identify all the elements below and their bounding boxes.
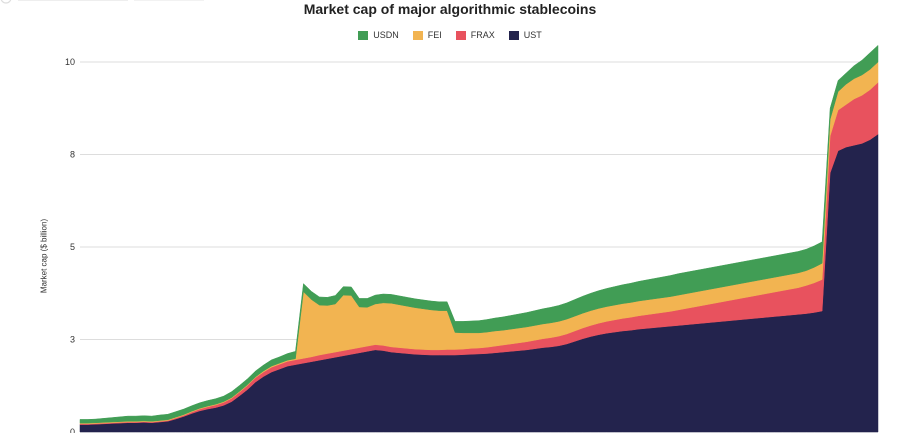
legend-swatch (358, 30, 369, 40)
y-tick-label: 10 (65, 57, 75, 67)
y-tick-label: 0 (70, 427, 75, 433)
area-series-usdn (79, 44, 879, 424)
legend: USDN FEI FRAX UST (0, 30, 900, 40)
legend-swatch (455, 30, 466, 40)
legend-item-usdn[interactable]: USDN (358, 30, 399, 40)
legend-label: USDN (373, 30, 399, 40)
legend-swatch (508, 30, 519, 40)
legend-label: UST (523, 30, 542, 40)
legend-swatch (412, 30, 423, 40)
y-tick-label: 3 (70, 335, 75, 345)
chart-title: Market cap of major algorithmic stableco… (303, 1, 597, 17)
legend-item-fei[interactable]: FEI (412, 30, 442, 40)
y-tick-label: 5 (70, 242, 75, 252)
legend-item-ust[interactable]: UST (508, 30, 542, 40)
y-tick-label: 8 (70, 150, 75, 160)
legend-label: FEI (427, 30, 442, 40)
legend-label: FRAX (470, 30, 495, 40)
watermark-logo (0, 0, 204, 4)
legend-item-frax[interactable]: FRAX (455, 30, 495, 40)
